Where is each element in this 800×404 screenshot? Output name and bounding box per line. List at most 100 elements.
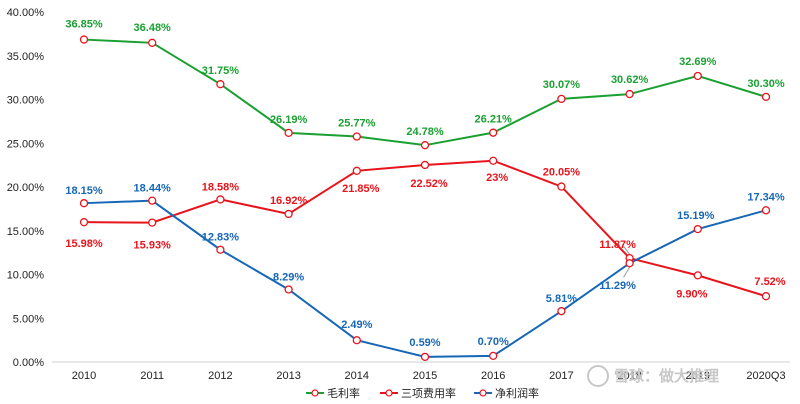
series-lines: [83, 38, 767, 358]
y-tick-label: 35.00%: [7, 51, 45, 63]
data-point: [352, 166, 361, 175]
data-label: 22.52%: [410, 178, 448, 190]
data-point: [693, 71, 702, 81]
series-points: [79, 35, 771, 361]
data-point: [489, 351, 498, 361]
data-label: 18.44%: [134, 183, 172, 195]
data-label: 36.85%: [65, 19, 103, 31]
data-point: [79, 218, 89, 227]
data-label: 8.29%: [273, 271, 304, 283]
x-tick-label: 2015: [413, 370, 437, 382]
data-label: 17.34%: [747, 191, 785, 203]
data-labels: 36.85% 36.48% 31.75% 26.19% 25.77% 24.78% 26.2…: [65, 19, 785, 349]
leader-line: [623, 266, 631, 278]
watermark-text: 雪球：做大推理: [614, 367, 719, 385]
legend: 毛利率 三项费用率 净利润率: [306, 386, 539, 400]
x-tick-label: 2016: [481, 370, 505, 382]
data-label: 15.19%: [677, 210, 715, 222]
data-label: 26.19%: [270, 114, 308, 126]
data-label: 2.49%: [341, 319, 372, 331]
data-point: [148, 38, 157, 47]
data-label: 12.83%: [202, 232, 240, 244]
watermark: 雪球：做大推理: [587, 365, 719, 387]
x-tick-label: 2019: [686, 370, 710, 382]
data-label: 16.92%: [270, 195, 308, 207]
data-point: [489, 128, 498, 137]
data-point: [489, 156, 498, 165]
data-label: 18.58%: [202, 181, 240, 193]
series-line-3: [83, 199, 767, 358]
data-label: 24.78%: [406, 126, 444, 138]
data-label: 30.07%: [543, 79, 581, 91]
legend-marker: [479, 389, 487, 397]
data-label: 20.05%: [543, 167, 581, 179]
data-label: 25.77%: [338, 118, 376, 130]
x-tick-label: 2018: [617, 370, 641, 382]
data-label: 7.52%: [754, 276, 785, 288]
data-point: [420, 160, 430, 170]
data-point: [420, 141, 430, 150]
data-label: 5.81%: [546, 293, 577, 305]
data-point: [693, 271, 702, 280]
data-point: [625, 89, 634, 99]
legend-label: 毛利率: [327, 386, 360, 400]
y-tick-label: 25.00%: [7, 138, 45, 150]
legend-label: 三项费用率: [401, 386, 456, 400]
data-point: [79, 35, 89, 44]
data-label: 11.87%: [599, 239, 636, 251]
data-point: [148, 196, 157, 205]
data-point: [284, 209, 293, 219]
data-point: [761, 292, 771, 301]
y-tick-label: 40.00%: [7, 7, 45, 19]
data-label: 11.29%: [599, 280, 636, 292]
data-label: 23%: [486, 172, 508, 184]
data-label: 36.48%: [134, 22, 172, 34]
data-label: 26.21%: [475, 114, 513, 126]
x-axis: 2010 2011 2012 2013 2014 2015 2016 2017 2018 2019…: [72, 370, 786, 382]
data-point: [761, 206, 771, 215]
data-point: [352, 132, 361, 141]
data-label: 31.75%: [202, 65, 240, 77]
data-label: 9.90%: [676, 288, 707, 300]
data-label: 32.69%: [679, 56, 717, 68]
data-point: [216, 80, 225, 89]
data-point: [761, 92, 771, 102]
y-tick-label: 30.00%: [7, 95, 45, 107]
y-axis: 0.00% 5.00% 10.00% 15.00% 20.00% 25.00% 30.00%…: [7, 7, 45, 369]
data-point: [693, 224, 702, 234]
data-point: [420, 352, 430, 361]
data-label: 21.85%: [342, 183, 380, 195]
data-label: 30.62%: [611, 74, 649, 86]
leader-lines: [623, 245, 631, 278]
data-point: [557, 307, 566, 316]
y-tick-label: 0.00%: [13, 357, 44, 369]
data-point: [625, 259, 634, 268]
data-point: [352, 336, 361, 345]
y-tick-label: 15.00%: [7, 226, 45, 238]
data-label: 0.59%: [409, 337, 440, 349]
x-tick-label: 2017: [549, 370, 573, 382]
data-point: [557, 94, 566, 104]
x-tick-label: 2012: [208, 370, 232, 382]
watermark-logo-icon: [587, 365, 609, 387]
data-label: 15.93%: [134, 240, 172, 252]
data-label: 0.70%: [478, 336, 509, 348]
legend-label: 净利润率: [495, 386, 539, 400]
x-tick-label: 2010: [72, 370, 96, 382]
y-tick-label: 20.00%: [7, 182, 45, 194]
x-tick-label: 2013: [276, 370, 300, 382]
data-point: [216, 245, 225, 254]
data-label: 18.15%: [65, 185, 103, 197]
data-point: [148, 218, 157, 227]
data-point: [79, 199, 89, 208]
data-label: 30.30%: [747, 78, 785, 90]
legend-marker: [385, 389, 393, 397]
y-tick-label: 10.00%: [7, 270, 45, 282]
x-tick-label: 2014: [345, 370, 369, 382]
data-point: [284, 128, 293, 137]
legend-marker: [311, 389, 319, 397]
data-point: [557, 182, 566, 191]
leader-line: [623, 245, 630, 255]
data-point: [284, 285, 293, 294]
